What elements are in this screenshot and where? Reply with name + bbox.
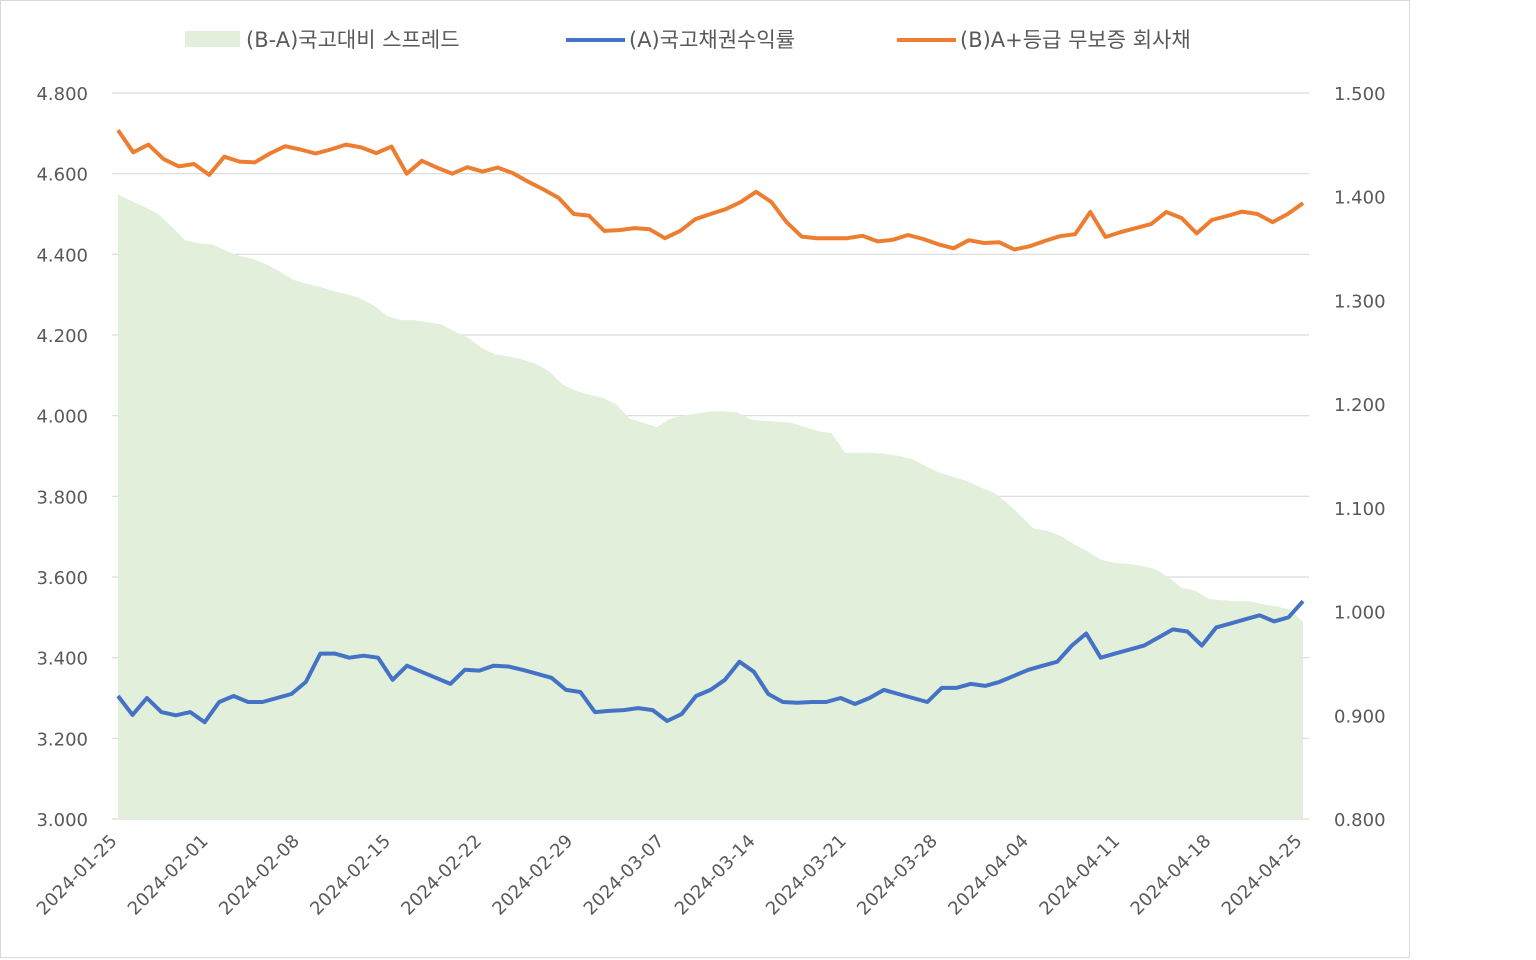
right-tick-label: 1.000: [1334, 603, 1386, 624]
right-axis-ticks: 0.800 0.900 1.000 1.100 1.200 1.300 1.400 1.500: [1334, 84, 1386, 831]
x-tick-label: 2024-03-14: [671, 831, 760, 920]
x-tick-label: 2024-04-25: [1218, 831, 1307, 920]
left-axis-ticks: 3.000 3.200 3.400 3.600 3.800 4.000 4.200 4.400…: [36, 84, 88, 831]
right-tick-label: 0.800: [1334, 810, 1386, 831]
x-tick-label: 2024-02-15: [306, 831, 395, 920]
left-tick-label: 3.600: [36, 568, 88, 589]
spread-area: [118, 194, 1303, 820]
left-tick-label: 4.200: [36, 326, 88, 347]
x-tick-label: 2024-04-11: [1035, 831, 1124, 920]
right-tick-label: 1.500: [1334, 84, 1386, 105]
right-tick-label: 1.200: [1334, 395, 1386, 416]
left-tick-label: 3.200: [36, 729, 88, 750]
x-tick-label: 2024-02-22: [397, 831, 486, 920]
x-tick-label: 2024-02-29: [488, 831, 577, 920]
left-tick-label: 3.400: [36, 649, 88, 670]
legend-label-b: (B)A+등급 무보증 회사채: [960, 28, 1191, 52]
series-b-line: [116, 128, 1305, 252]
x-axis-ticks: 2024-01-25 2024-02-01 2024-02-08 2024-02-15…: [33, 831, 1307, 920]
right-tick-label: 0.900: [1334, 706, 1386, 727]
series-a-line: [116, 599, 1305, 725]
left-tick-label: 4.400: [36, 245, 88, 266]
left-tick-label: 3.800: [36, 487, 88, 508]
x-tick-label: 2024-03-21: [762, 831, 851, 920]
right-tick-label: 1.400: [1334, 188, 1386, 209]
left-tick-label: 3.000: [36, 810, 88, 831]
x-tick-label: 2024-03-28: [853, 831, 942, 920]
x-tick-label: 2024-02-08: [215, 831, 304, 920]
right-tick-label: 1.100: [1334, 499, 1386, 520]
x-tick-label: 2024-02-01: [124, 831, 213, 920]
right-tick-label: 1.300: [1334, 291, 1386, 312]
x-tick-label: 2024-03-07: [580, 831, 669, 920]
left-tick-label: 4.600: [36, 165, 88, 186]
legend: (B-A)국고대비 스프레드 (A)국고채권수익률 (B)A+등급 무보증 회사…: [185, 28, 1191, 52]
left-tick-label: 4.000: [36, 407, 88, 428]
x-tick-label: 2024-01-25: [33, 831, 122, 920]
left-tick-label: 4.800: [36, 84, 88, 105]
legend-label-spread: (B-A)국고대비 스프레드: [246, 28, 460, 52]
x-tick-label: 2024-04-18: [1127, 831, 1216, 920]
legend-label-a: (A)국고채권수익률: [629, 28, 795, 52]
legend-swatch-spread: [185, 31, 240, 47]
x-tick-label: 2024-04-04: [944, 831, 1033, 920]
